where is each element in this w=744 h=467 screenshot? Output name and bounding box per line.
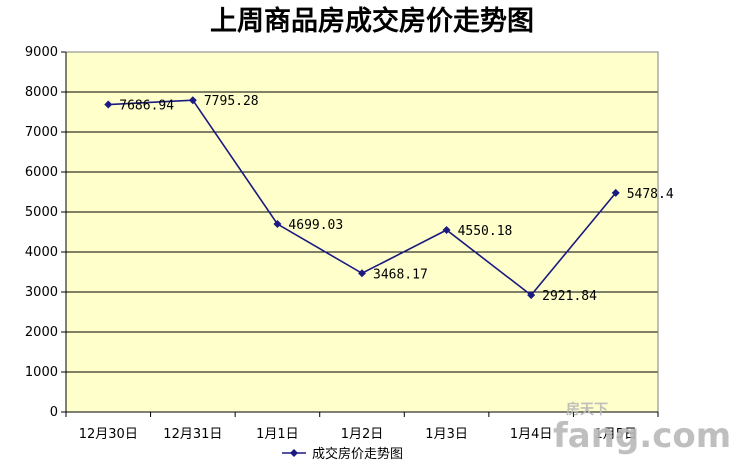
data-point <box>611 188 620 197</box>
x-tick-label: 12月30日 <box>79 427 138 442</box>
data-point <box>104 100 113 109</box>
data-label: 4699.03 <box>288 218 343 233</box>
x-tick-label: 1月5日 <box>594 427 637 442</box>
y-tick-label: 4000 <box>25 245 58 260</box>
y-tick-label: 8000 <box>25 85 58 100</box>
data-label: 4550.18 <box>458 224 513 239</box>
y-tick-label: 7000 <box>25 125 58 140</box>
plot-area: 0 1000 2000 3000 4000 5000 6000 7000 8000 9000 12月… <box>25 45 674 442</box>
y-tick-label: 6000 <box>25 165 58 180</box>
watermark-logo: 房天下 fang.com <box>553 401 731 456</box>
watermark-logo-text: fang.com <box>553 416 731 456</box>
data-point <box>527 291 536 300</box>
x-tick-label: 12月31日 <box>163 427 222 442</box>
y-tick-label: 1000 <box>25 365 58 380</box>
data-point <box>358 269 366 278</box>
data-label: 7686.94 <box>119 99 174 114</box>
y-tick-label: 2000 <box>25 325 58 340</box>
data-label: 7795.28 <box>204 94 259 109</box>
y-tick-label: 3000 <box>25 285 58 300</box>
chart-title: 上周商品房成交房价走势图 <box>210 5 534 37</box>
data-label: 3468.17 <box>373 267 428 282</box>
data-point <box>188 96 197 105</box>
legend: 成交房价走势图 <box>282 446 403 462</box>
watermark-chinese-text: 房天下 <box>566 401 608 418</box>
data-point <box>442 225 451 234</box>
x-tick-label: 1月1日 <box>256 427 299 442</box>
x-tick-label: 1月4日 <box>510 427 553 442</box>
x-tick-label: 1月2日 <box>341 427 384 442</box>
y-tick-label: 5000 <box>25 205 58 220</box>
legend-label: 成交房价走势图 <box>312 446 403 462</box>
data-label: 5478.4 <box>627 187 674 202</box>
data-label: 2921.84 <box>542 289 597 304</box>
data-point <box>273 220 282 229</box>
x-tick-label: 1月3日 <box>425 427 468 442</box>
y-tick-label: 0 <box>50 405 58 420</box>
plot-background <box>66 52 658 412</box>
y-tick-label: 9000 <box>25 45 58 60</box>
legend-marker <box>290 449 298 457</box>
